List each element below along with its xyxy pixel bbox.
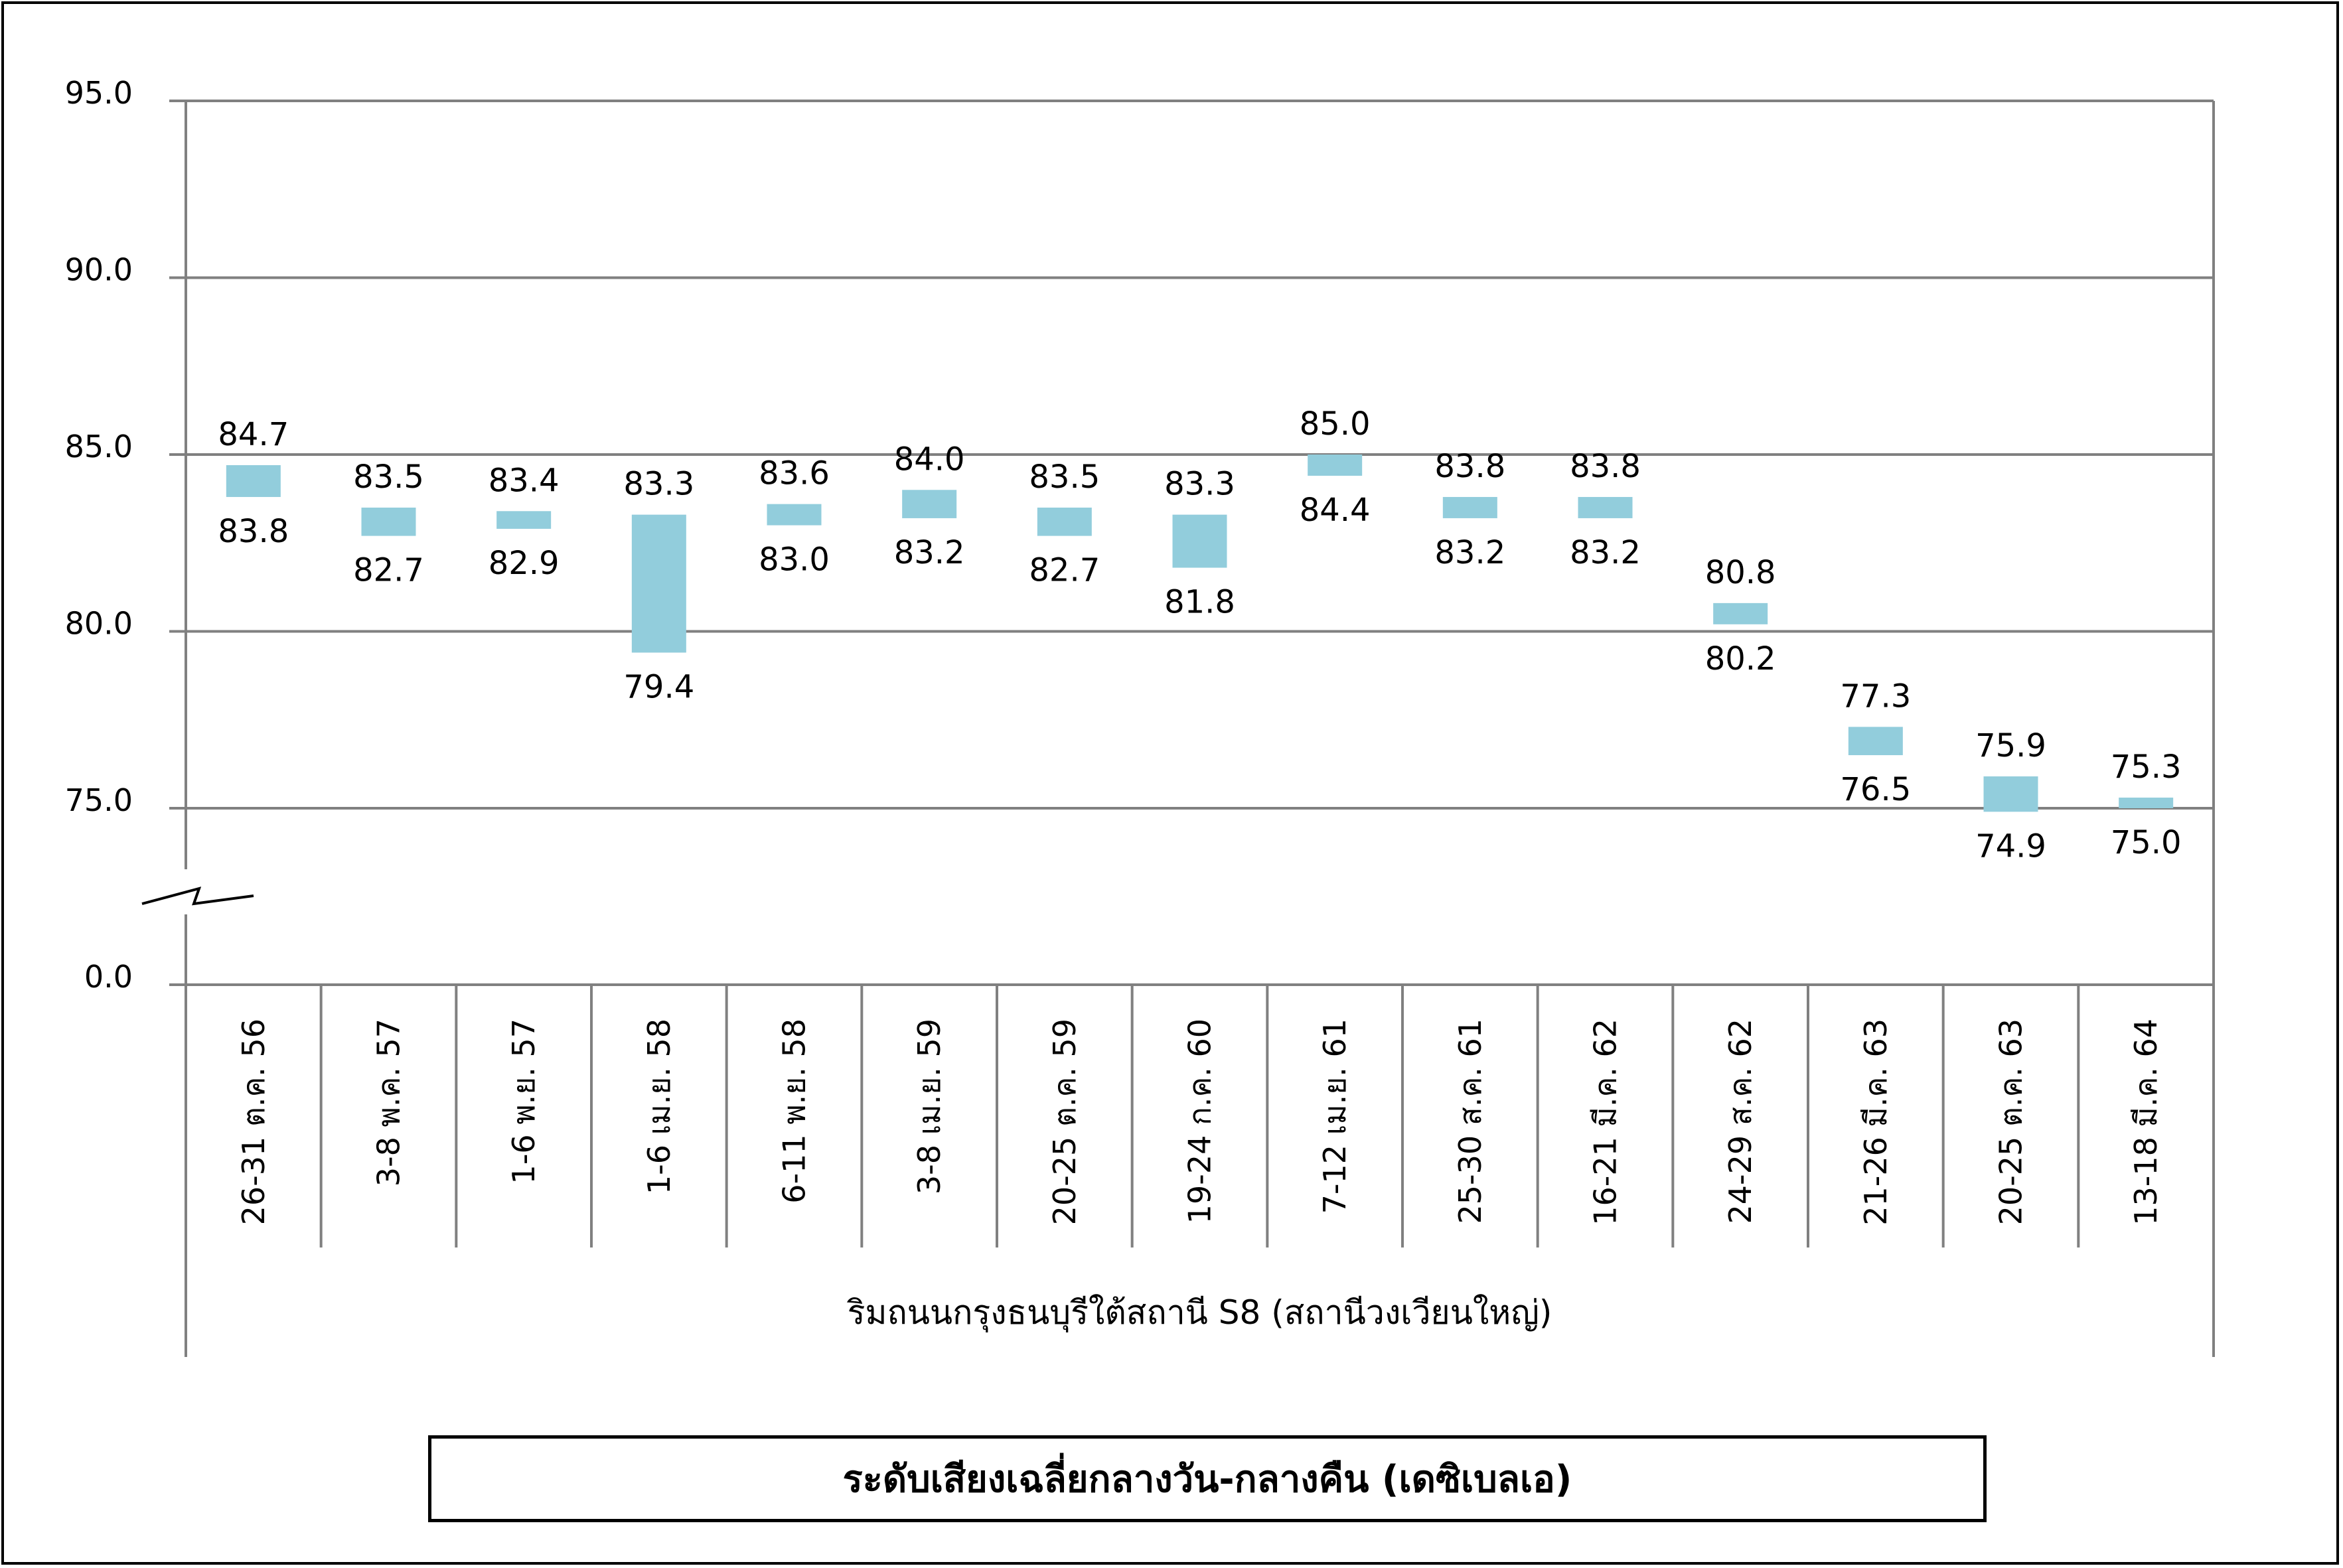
high-value-label: 83.3 <box>623 466 694 503</box>
low-value-label: 83.8 <box>218 513 289 550</box>
low-value-label: 81.8 <box>1164 584 1235 621</box>
low-value-label: 80.2 <box>1705 640 1776 677</box>
legend-label: ระดับเสียงเฉลี่ยกลางวัน-กลางคืน (เดซิเบล… <box>842 1458 1572 1501</box>
category-label: 3-8 พ.ค. 57 <box>371 1019 407 1186</box>
y-tick-label: 0.0 <box>84 959 133 995</box>
range-bar <box>1037 507 1092 536</box>
low-value-label: 83.2 <box>894 534 965 571</box>
high-value-label: 84.7 <box>218 416 289 453</box>
low-value-label: 83.0 <box>759 541 830 579</box>
category-label: 6-11 พ.ย. 58 <box>777 1019 812 1204</box>
high-value-label: 83.6 <box>759 455 830 492</box>
range-bar <box>1713 603 1768 624</box>
y-tick-label: 90.0 <box>65 252 133 288</box>
axis-break-mark <box>141 887 254 906</box>
range-bar <box>2119 798 2174 808</box>
y-tick-label: 95.0 <box>65 75 133 111</box>
category-label: 16-21 มี.ค. 62 <box>1588 1019 1624 1226</box>
category-label: 20-25 ต.ค. 63 <box>1993 1019 2029 1225</box>
range-bar <box>1848 727 1903 756</box>
low-value-label: 82.7 <box>353 552 424 589</box>
category-label: 25-30 ส.ค. 61 <box>1452 1019 1488 1224</box>
category-label: 19-24 ก.ค. 60 <box>1182 1019 1218 1224</box>
group-label: ริมถนนกรุงธนบุรีใต้สถานี S8 (สถานีวงเวีย… <box>846 1293 1552 1332</box>
low-value-label: 83.2 <box>1434 534 1505 571</box>
range-bar <box>902 490 957 518</box>
low-value-label: 83.2 <box>1570 534 1641 571</box>
low-value-label: 76.5 <box>1840 771 1911 808</box>
low-value-label: 82.9 <box>489 545 560 582</box>
category-label: 1-6 พ.ย. 57 <box>506 1019 542 1184</box>
y-tick-label: 75.0 <box>65 782 133 818</box>
legend: ระดับเสียงเฉลี่ยกลางวัน-กลางคืน (เดซิเบล… <box>428 1435 1987 1522</box>
low-value-label: 82.7 <box>1029 552 1100 589</box>
high-value-label: 83.8 <box>1570 448 1641 485</box>
category-label: 21-26 มี.ค. 63 <box>1858 1019 1894 1226</box>
category-label: 13-18 มี.ค. 64 <box>2128 1019 2164 1226</box>
y-tick-label: 80.0 <box>65 606 133 642</box>
high-value-label: 75.3 <box>2111 748 2182 786</box>
high-value-label: 85.0 <box>1300 405 1371 443</box>
range-bar <box>1578 496 1633 518</box>
range-bar <box>767 504 822 526</box>
category-label: 7-12 เม.ย. 61 <box>1317 1019 1353 1214</box>
high-value-label: 83.8 <box>1434 448 1505 485</box>
range-bar <box>631 514 686 653</box>
range-bar <box>1442 496 1497 518</box>
high-value-label: 84.0 <box>894 441 965 478</box>
range-bar <box>1983 776 2038 812</box>
category-label: 3-8 เม.ย. 59 <box>911 1019 947 1194</box>
low-value-label: 75.0 <box>2111 824 2182 861</box>
y-tick-label: 85.0 <box>65 429 133 464</box>
low-value-label: 74.9 <box>1975 827 2046 865</box>
low-value-label: 84.4 <box>1300 492 1371 529</box>
high-value-label: 83.5 <box>1029 459 1100 496</box>
range-bar <box>226 464 281 497</box>
category-label: 24-29 ส.ค. 62 <box>1722 1019 1758 1224</box>
high-value-label: 83.3 <box>1164 466 1235 503</box>
range-bar <box>1308 455 1363 476</box>
high-value-label: 75.9 <box>1975 727 2046 764</box>
high-value-label: 83.5 <box>353 459 424 496</box>
low-value-label: 79.4 <box>623 668 694 705</box>
high-value-label: 83.4 <box>489 462 560 499</box>
high-value-label: 77.3 <box>1840 677 1911 715</box>
category-label: 20-25 ต.ค. 59 <box>1047 1019 1083 1225</box>
range-bar <box>1172 514 1227 568</box>
category-label: 26-31 ต.ค. 56 <box>236 1019 271 1225</box>
range-bar <box>496 511 552 529</box>
range-bar <box>361 507 416 536</box>
category-label: 1-6 เม.ย. 58 <box>641 1019 677 1194</box>
high-value-label: 80.8 <box>1705 554 1776 591</box>
